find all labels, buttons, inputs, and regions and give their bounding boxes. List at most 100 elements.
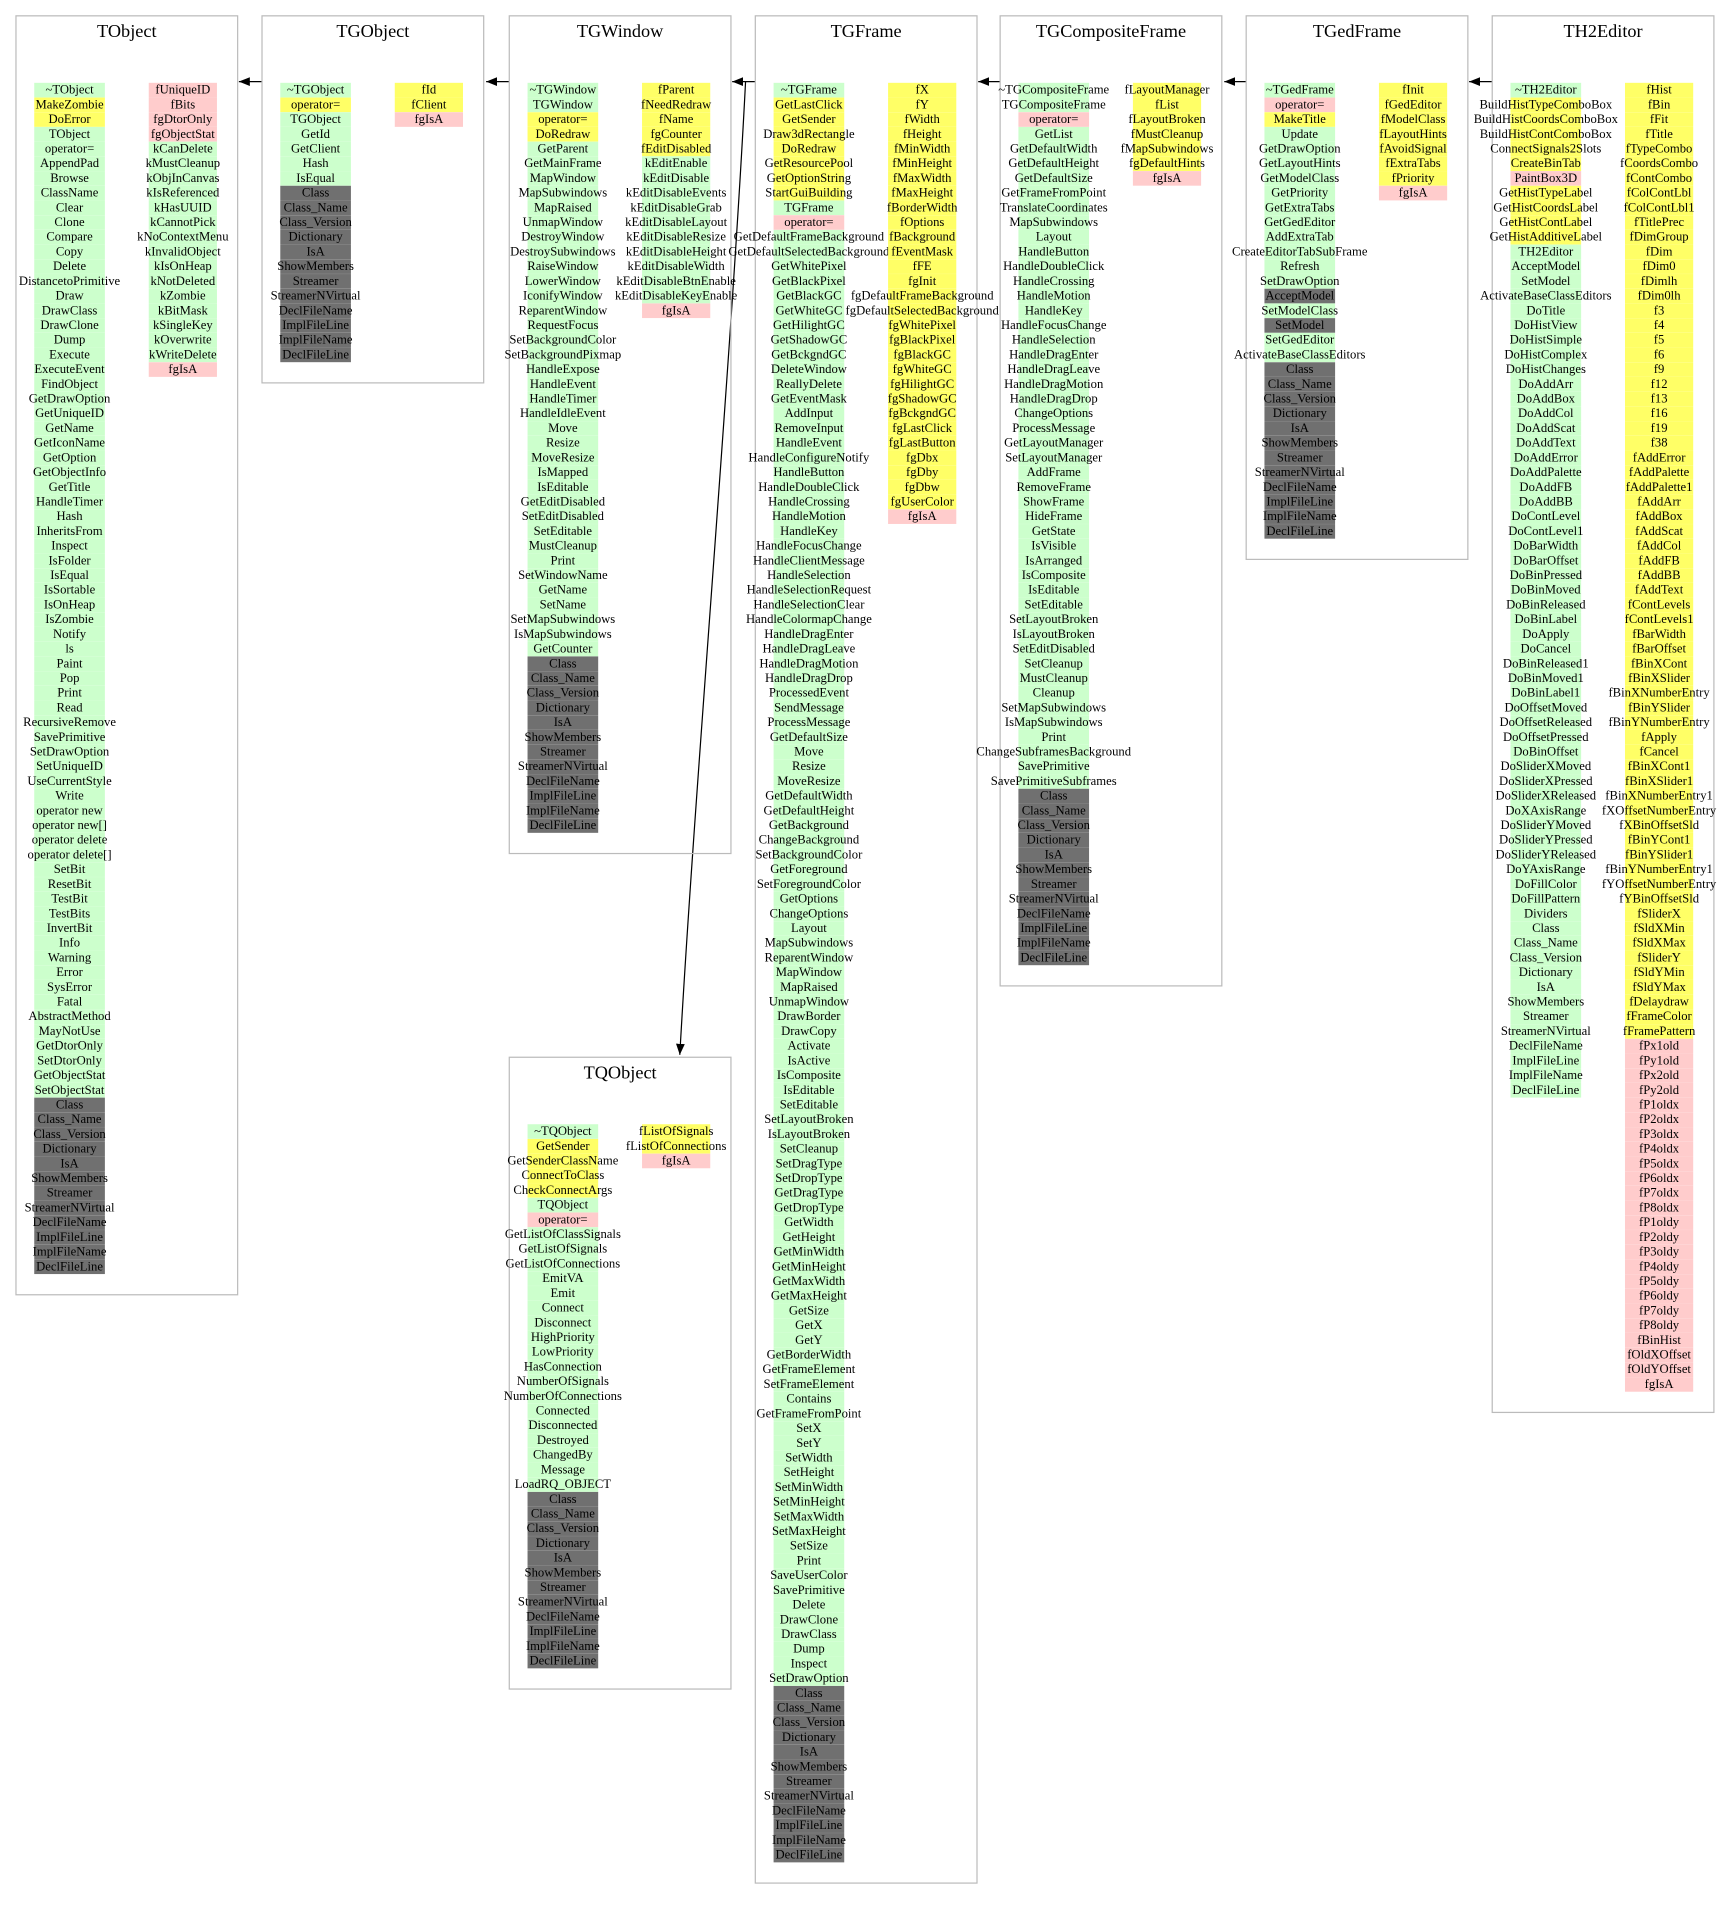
- method-bg: [1510, 950, 1582, 966]
- member-bg: [1624, 597, 1694, 613]
- method-bg: [773, 891, 845, 907]
- method-bg: [280, 171, 351, 186]
- method-bg: [527, 1227, 599, 1242]
- method-bg: [773, 935, 845, 951]
- method: InheritsFrom: [37, 524, 103, 538]
- method-bg: [773, 1833, 845, 1848]
- method-bg: [1510, 979, 1582, 995]
- member: fP6oldy: [1639, 1289, 1680, 1303]
- method-bg: [1510, 1053, 1582, 1069]
- method-bg: [773, 318, 845, 333]
- method-bg: [1510, 200, 1582, 216]
- method: GetDrawOption: [29, 392, 111, 406]
- method-bg: [773, 1127, 845, 1142]
- member: fParent: [658, 83, 695, 97]
- member: fP5oldy: [1639, 1274, 1680, 1288]
- method-bg: [1510, 877, 1582, 892]
- method: HandleDoubleClick: [758, 480, 860, 494]
- method-bg: [1018, 171, 1090, 186]
- method-bg: [34, 1141, 105, 1157]
- method: DoAddBox: [1517, 392, 1576, 406]
- method-bg: [1510, 509, 1582, 524]
- member-bg: [642, 200, 711, 216]
- method: SetBackgroundColor: [755, 847, 863, 861]
- member: fWidth: [905, 112, 941, 126]
- method: GetOption: [43, 450, 97, 464]
- member-bg: [1624, 877, 1694, 892]
- method-bg: [34, 832, 105, 848]
- method-bg: [1510, 715, 1582, 730]
- method: GetEventMask: [771, 392, 848, 406]
- member: kEditDisableWidth: [628, 259, 726, 273]
- member-bg: [888, 347, 957, 363]
- method: GetCounter: [533, 642, 593, 656]
- member: fCoordsCombo: [1620, 156, 1698, 170]
- method: SavePrimitive: [34, 730, 106, 744]
- method: GetBckgndGC: [771, 347, 846, 361]
- method-bg: [280, 126, 351, 142]
- method: SetFrameElement: [764, 1377, 855, 1391]
- method: ImplFileName: [526, 1639, 600, 1653]
- method-bg: [1510, 259, 1582, 274]
- member-bg: [1624, 906, 1694, 922]
- method: operator=: [291, 97, 340, 111]
- method: HandleSelectionClear: [753, 597, 865, 611]
- method-bg: [280, 318, 351, 333]
- method: Info: [59, 936, 80, 950]
- member: fDimlh: [1641, 274, 1678, 288]
- member-bg: [888, 156, 957, 171]
- method-bg: [773, 450, 845, 466]
- member: fXOffsetNumberEntry: [1602, 803, 1717, 817]
- member: fEventMask: [891, 244, 954, 258]
- method-bg: [1510, 935, 1582, 951]
- method: HandleKey: [1025, 303, 1083, 317]
- method: GetDtorOnly: [36, 1039, 103, 1053]
- method: Layout: [1036, 230, 1072, 244]
- method: SetMapSubwindows: [510, 612, 615, 626]
- member: fFE: [913, 259, 932, 273]
- method: DrawBorder: [777, 1009, 841, 1023]
- method-bg: [1510, 82, 1582, 98]
- method-bg: [527, 1138, 599, 1154]
- member-bg: [1624, 421, 1694, 436]
- member-bg: [888, 318, 957, 333]
- member-bg: [1624, 479, 1694, 495]
- method: TGCompositeFrame: [1002, 97, 1106, 111]
- method: DoBinPressed: [1510, 568, 1583, 582]
- method-bg: [34, 1156, 105, 1172]
- method-bg: [1264, 288, 1336, 304]
- method-bg: [1510, 141, 1582, 157]
- method-bg: [1510, 391, 1582, 407]
- member-bg: [1624, 288, 1694, 304]
- method-bg: [773, 744, 845, 760]
- method: Inspect: [51, 539, 88, 553]
- method: Draw: [55, 289, 84, 303]
- method-bg: [773, 671, 845, 686]
- method: SetMaxHeight: [772, 1524, 846, 1538]
- method: IsVisible: [1031, 539, 1076, 553]
- method: DoAddError: [1514, 450, 1579, 464]
- method-bg: [34, 921, 105, 936]
- member-bg: [1132, 112, 1202, 127]
- method-bg: [34, 1082, 105, 1098]
- method-bg: [773, 1230, 845, 1245]
- member: fUniqueID: [155, 83, 210, 97]
- method-bg: [1264, 494, 1336, 510]
- method: DoFillPattern: [1511, 892, 1581, 906]
- method: GetState: [1032, 524, 1076, 538]
- method: ImplFileLine: [1266, 494, 1333, 508]
- member: fOldXOffset: [1627, 1348, 1691, 1362]
- method: CreateBinTab: [1511, 156, 1581, 170]
- member-bg: [1624, 171, 1694, 186]
- method: Print: [797, 1553, 822, 1567]
- member: fY: [916, 97, 929, 111]
- method: StreamerNVirtual: [1255, 465, 1345, 479]
- method-bg: [1264, 391, 1336, 407]
- method: Dictionary: [42, 1142, 97, 1156]
- method: MapWindow: [530, 171, 597, 185]
- method-bg: [1018, 465, 1090, 480]
- method: AcceptModel: [1511, 259, 1580, 273]
- method-bg: [1264, 259, 1336, 274]
- method: DoBarOffset: [1513, 553, 1579, 567]
- method: SetMinWidth: [775, 1480, 844, 1494]
